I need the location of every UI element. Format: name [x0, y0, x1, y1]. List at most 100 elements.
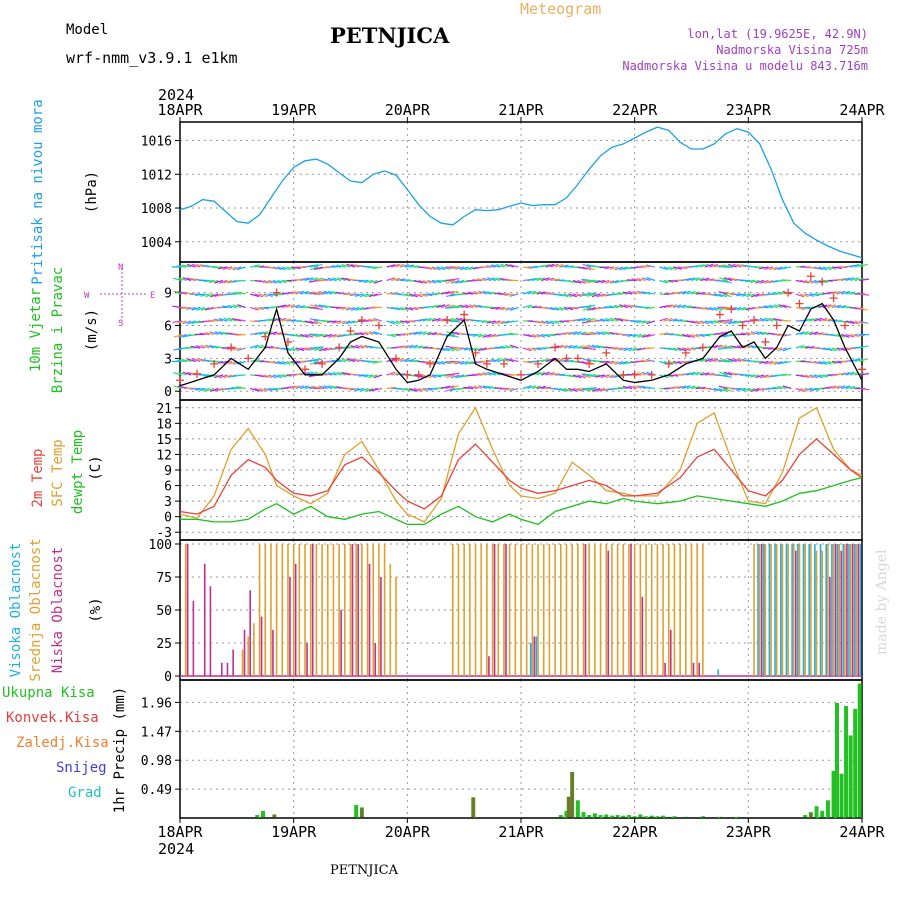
total-precip-bar	[609, 815, 614, 818]
wind-barb	[444, 360, 455, 363]
wind-barb	[268, 266, 278, 270]
wind-barb	[263, 293, 273, 297]
wind-barb	[186, 277, 196, 282]
wind-gust-marker	[272, 288, 281, 297]
wind-barb	[445, 304, 455, 309]
wind-barb	[695, 320, 705, 325]
wind-barb	[572, 279, 582, 284]
wind-barb	[335, 306, 346, 309]
wind-barb	[268, 374, 277, 379]
wind-barb	[746, 387, 756, 392]
total-precip-bar	[666, 816, 671, 818]
chart-panels: 10041008101210160369-3036912151821025507…	[2, 86, 886, 858]
wind-barb	[200, 293, 210, 297]
wind-barb	[704, 320, 714, 324]
wind-barb	[677, 360, 688, 364]
wind-barb	[531, 290, 541, 295]
wind-barb	[596, 331, 606, 336]
wind-barb	[427, 317, 436, 322]
total-precip-bar	[834, 703, 839, 818]
wind-barb	[572, 374, 582, 379]
wind-barb	[427, 305, 437, 309]
wind-barb	[527, 333, 537, 338]
wind-barb	[719, 371, 728, 376]
y-tick-label: 21	[156, 402, 172, 417]
wind-gust-marker	[414, 370, 423, 379]
wind-barb	[522, 266, 533, 270]
wind-barb	[369, 331, 378, 336]
wind-barb	[800, 279, 810, 284]
wind-barb	[268, 387, 278, 391]
wind-barb	[413, 345, 424, 349]
precip-legend-item: Ukupna Kisa	[2, 685, 95, 701]
wind-barb	[691, 386, 701, 390]
wind-barb	[458, 347, 469, 350]
wind-barb	[422, 317, 432, 322]
wind-barb	[368, 387, 378, 392]
wind-barb	[228, 317, 237, 322]
wind-barb	[390, 277, 401, 282]
wind-barb	[178, 333, 187, 338]
wind-barb	[622, 333, 633, 336]
wind-gust-marker	[335, 343, 344, 352]
wind-barb	[568, 345, 578, 349]
wind-barb	[323, 333, 333, 338]
wind-barb	[364, 387, 374, 392]
wind-barb	[427, 332, 438, 336]
wind-barb	[709, 320, 719, 324]
wind-barb	[695, 358, 705, 363]
wind-barb	[677, 290, 687, 295]
wind-barb	[313, 263, 323, 268]
wind-barb	[704, 263, 714, 268]
wind-barb	[290, 333, 301, 338]
wind-barb	[400, 320, 410, 324]
wind-barb	[268, 317, 278, 322]
wind-barb	[713, 344, 723, 349]
wind-barb	[222, 266, 233, 270]
wind-barb	[859, 345, 869, 349]
wind-barb	[672, 291, 683, 295]
x-tick-label-top: 18APR	[157, 101, 203, 119]
wind-barb	[663, 304, 673, 309]
wind-barb	[482, 372, 492, 376]
wind-barb	[450, 290, 459, 295]
wind-barb	[617, 386, 628, 390]
wind-barb	[722, 264, 733, 268]
wind-barb	[231, 292, 242, 295]
wind-barb	[677, 304, 687, 309]
wind-barb	[637, 290, 646, 295]
wind-barb	[495, 306, 505, 310]
wind-barb	[632, 290, 642, 295]
wind-barb	[572, 331, 582, 336]
wind-barb	[681, 333, 691, 338]
wind-barb	[504, 387, 515, 391]
wind-barb	[781, 373, 792, 376]
wind-barb	[822, 360, 832, 365]
wind-barb	[795, 331, 805, 336]
wind-barb	[228, 266, 237, 271]
compass-n: N	[118, 263, 123, 273]
wind-barb	[605, 279, 615, 284]
wind-barb	[700, 306, 710, 311]
wind-barb	[728, 358, 737, 363]
wind-barb	[454, 266, 465, 270]
wind-barb	[450, 385, 459, 390]
y-tick-label: 100	[149, 538, 172, 553]
year-label-top: 2024	[158, 86, 194, 104]
wind-barb	[341, 263, 351, 268]
wind-barb	[713, 387, 723, 392]
wind-barb	[691, 333, 700, 338]
wind-gust-marker	[573, 354, 582, 363]
wind-barb	[454, 360, 465, 365]
wind-barb	[467, 333, 478, 336]
wind-barb	[737, 358, 746, 363]
wind-barb	[709, 306, 718, 311]
wind-barb	[209, 374, 219, 378]
wind-gust-marker	[499, 359, 508, 368]
wind-gust-marker	[443, 316, 452, 325]
wind-gust-marker	[301, 365, 310, 374]
total-precip-bar	[672, 816, 677, 818]
wind-barb	[441, 385, 451, 390]
wind-barb	[755, 331, 765, 336]
wind-barb	[581, 293, 592, 297]
